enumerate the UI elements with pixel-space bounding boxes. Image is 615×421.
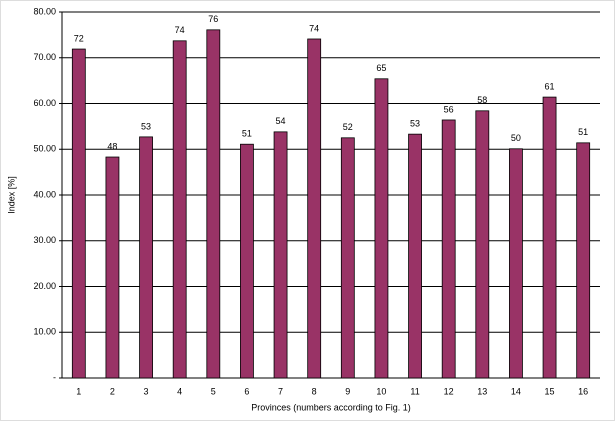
x-tick-label: 2 — [110, 386, 115, 396]
value-label: 61 — [545, 81, 555, 91]
bar — [273, 131, 288, 379]
value-label: 58 — [477, 95, 487, 105]
bar — [139, 136, 153, 379]
y-axis-title: Index [%] — [6, 176, 16, 214]
bar — [576, 142, 591, 379]
value-label: 74 — [175, 25, 185, 35]
bar — [509, 148, 523, 379]
x-tick-label: 7 — [278, 386, 283, 396]
value-label: 76 — [208, 14, 218, 24]
y-tick-label: 40.00 — [33, 189, 56, 199]
y-tick-label: 80.00 — [33, 6, 56, 16]
bar — [441, 119, 456, 379]
value-label: 52 — [343, 122, 353, 132]
x-tick-label: 14 — [511, 386, 521, 396]
y-tick-label: 20.00 — [33, 281, 56, 291]
value-label: 72 — [74, 33, 84, 43]
y-tick-label: 10.00 — [33, 327, 56, 337]
bar — [206, 29, 221, 379]
x-tick-label: 12 — [444, 386, 454, 396]
bar — [340, 137, 355, 379]
x-tick-label: 1 — [76, 386, 81, 396]
x-tick-label: 6 — [244, 386, 249, 396]
value-label: 53 — [141, 121, 151, 131]
y-tick-label: 70.00 — [33, 52, 56, 62]
y-tick-label: - — [53, 372, 56, 382]
bar — [172, 40, 187, 379]
bar — [374, 78, 389, 379]
y-tick-label: 30.00 — [33, 235, 56, 245]
value-label: 56 — [444, 104, 454, 114]
x-tick-label: 13 — [477, 386, 487, 396]
x-tick-label: 8 — [312, 386, 317, 396]
bar — [105, 156, 120, 379]
x-tick-label: 4 — [177, 386, 182, 396]
value-label: 65 — [376, 63, 386, 73]
x-axis-title: Provinces (numbers according to Fig. 1) — [251, 402, 411, 412]
x-tick-label: 11 — [410, 386, 419, 396]
value-label: 53 — [410, 119, 420, 129]
x-tick-label: 5 — [211, 386, 216, 396]
bar — [307, 38, 322, 379]
value-label: 48 — [107, 141, 117, 151]
bar — [71, 48, 86, 379]
y-tick-label: 60.00 — [33, 98, 56, 108]
x-tick-label: 3 — [144, 386, 149, 396]
bar — [542, 96, 557, 379]
bar — [408, 133, 422, 379]
y-tick-label: 50.00 — [33, 144, 56, 154]
value-label: 51 — [242, 129, 252, 139]
x-tick-label: 16 — [578, 386, 588, 396]
value-label: 54 — [276, 116, 286, 126]
value-label: 51 — [578, 127, 588, 137]
x-tick-label: 15 — [545, 386, 555, 396]
value-label: 74 — [309, 23, 319, 33]
value-label: 50 — [511, 133, 521, 143]
x-tick-label: 9 — [345, 386, 350, 396]
bar — [475, 110, 490, 379]
bar — [240, 143, 254, 379]
x-tick-label: 10 — [376, 386, 386, 396]
